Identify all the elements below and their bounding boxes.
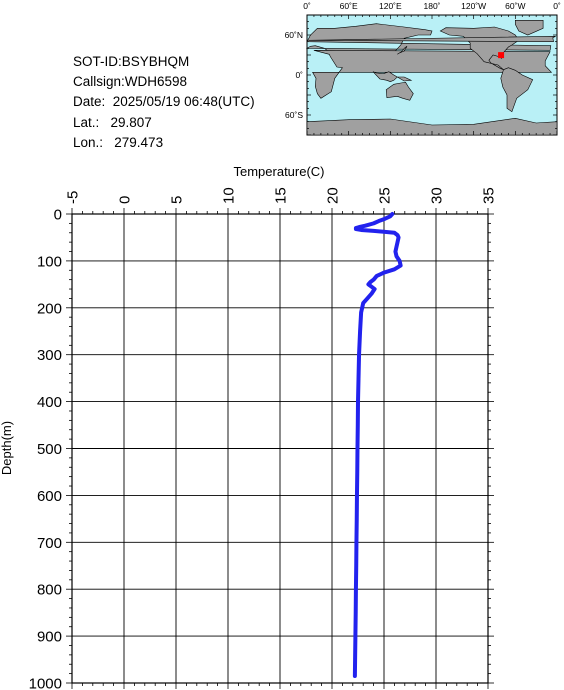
- map-lon-label: 120˚E: [379, 1, 402, 11]
- x-tick-label: 35: [481, 187, 498, 204]
- map-lon-label: 0˚: [553, 1, 561, 11]
- y-tick-label: 800: [37, 582, 62, 599]
- landmass-indonesia: [372, 71, 413, 83]
- map-lon-label: 60˚W: [505, 1, 525, 11]
- x-tick-label: 15: [273, 187, 290, 204]
- map-lon-labels: 0˚ 60˚E 120˚E 180˚ 120˚W 60˚W 0˚: [303, 1, 561, 11]
- y-tick-label: 500: [37, 441, 62, 458]
- map-lat-label: 60˚N: [285, 30, 303, 40]
- y-tick-label: 400: [37, 394, 62, 411]
- map-lon-label: 120˚W: [461, 1, 486, 11]
- position-marker: [498, 52, 505, 59]
- y-tick-label: 0: [54, 207, 62, 224]
- x-tick-label: 0: [117, 196, 134, 204]
- callsign-label: Callsign:WDH6598: [73, 74, 188, 90]
- landmass-south-america: [500, 67, 534, 113]
- landmass-uk: [308, 36, 556, 43]
- plot-frame: [71, 213, 489, 684]
- map-lat-labels: 60˚N 0˚ 60˚S: [285, 30, 304, 120]
- y-tick-label: 200: [37, 300, 62, 317]
- landmass-japan: [397, 46, 408, 55]
- world-map: 0˚ 60˚E 120˚E 180˚ 120˚W 60˚W 0˚ 60˚N 0˚ 60˚S: [285, 1, 561, 136]
- lat-label: Lat.: 29.807: [73, 114, 152, 130]
- landmass-greenland: [514, 19, 544, 36]
- minor-ticks: [66, 208, 494, 689]
- lon-label: Lon.: 279.473: [73, 134, 164, 150]
- date-label: Date: 2025/05/19 06:48(UTC): [73, 94, 255, 110]
- y-tick-label: 600: [37, 488, 62, 505]
- x-tick-label: 30: [429, 187, 446, 204]
- map-ticks: [306, 14, 558, 136]
- x-tick-label: 10: [221, 187, 238, 204]
- map-lon-label: 60˚E: [340, 1, 358, 11]
- y-tick-labels: 0 100 200 300 400 500 600 700 800 900 1000: [29, 207, 62, 690]
- map-lat-label: 0˚: [295, 70, 303, 80]
- y-tick-label: 900: [37, 629, 62, 646]
- y-tick-label: 1000: [29, 676, 62, 690]
- sot-id-label: SOT-ID:BSYBHQM: [73, 54, 190, 69]
- chart-grid: [71, 213, 489, 684]
- y-tick-label: 100: [37, 253, 62, 270]
- x-axis-label: Temperature(C): [233, 164, 324, 179]
- y-tick-label: 300: [37, 347, 62, 364]
- x-tick-label: 20: [325, 187, 342, 204]
- x-tick-label: 25: [377, 187, 394, 204]
- map-lon-label: 0˚: [303, 1, 311, 11]
- y-tick-label: 700: [37, 535, 62, 552]
- map-land: [305, 19, 558, 136]
- x-tick-label: 5: [169, 196, 186, 204]
- x-tick-labels: -5 0 5 10 15 20 25 30 35: [65, 187, 498, 204]
- y-axis-label: Depth(m): [0, 421, 14, 475]
- x-tick-label: -5: [65, 191, 82, 204]
- temperature-profile-line: [352, 212, 403, 678]
- station-info: SOT-ID:BSYBHQM Callsign:WDH6598 Date: 20…: [73, 52, 255, 153]
- landmass-australia: [385, 81, 414, 101]
- landmass-africa: [312, 50, 553, 99]
- map-lat-label: 60˚S: [285, 110, 303, 120]
- map-lon-label: 180˚: [423, 1, 440, 11]
